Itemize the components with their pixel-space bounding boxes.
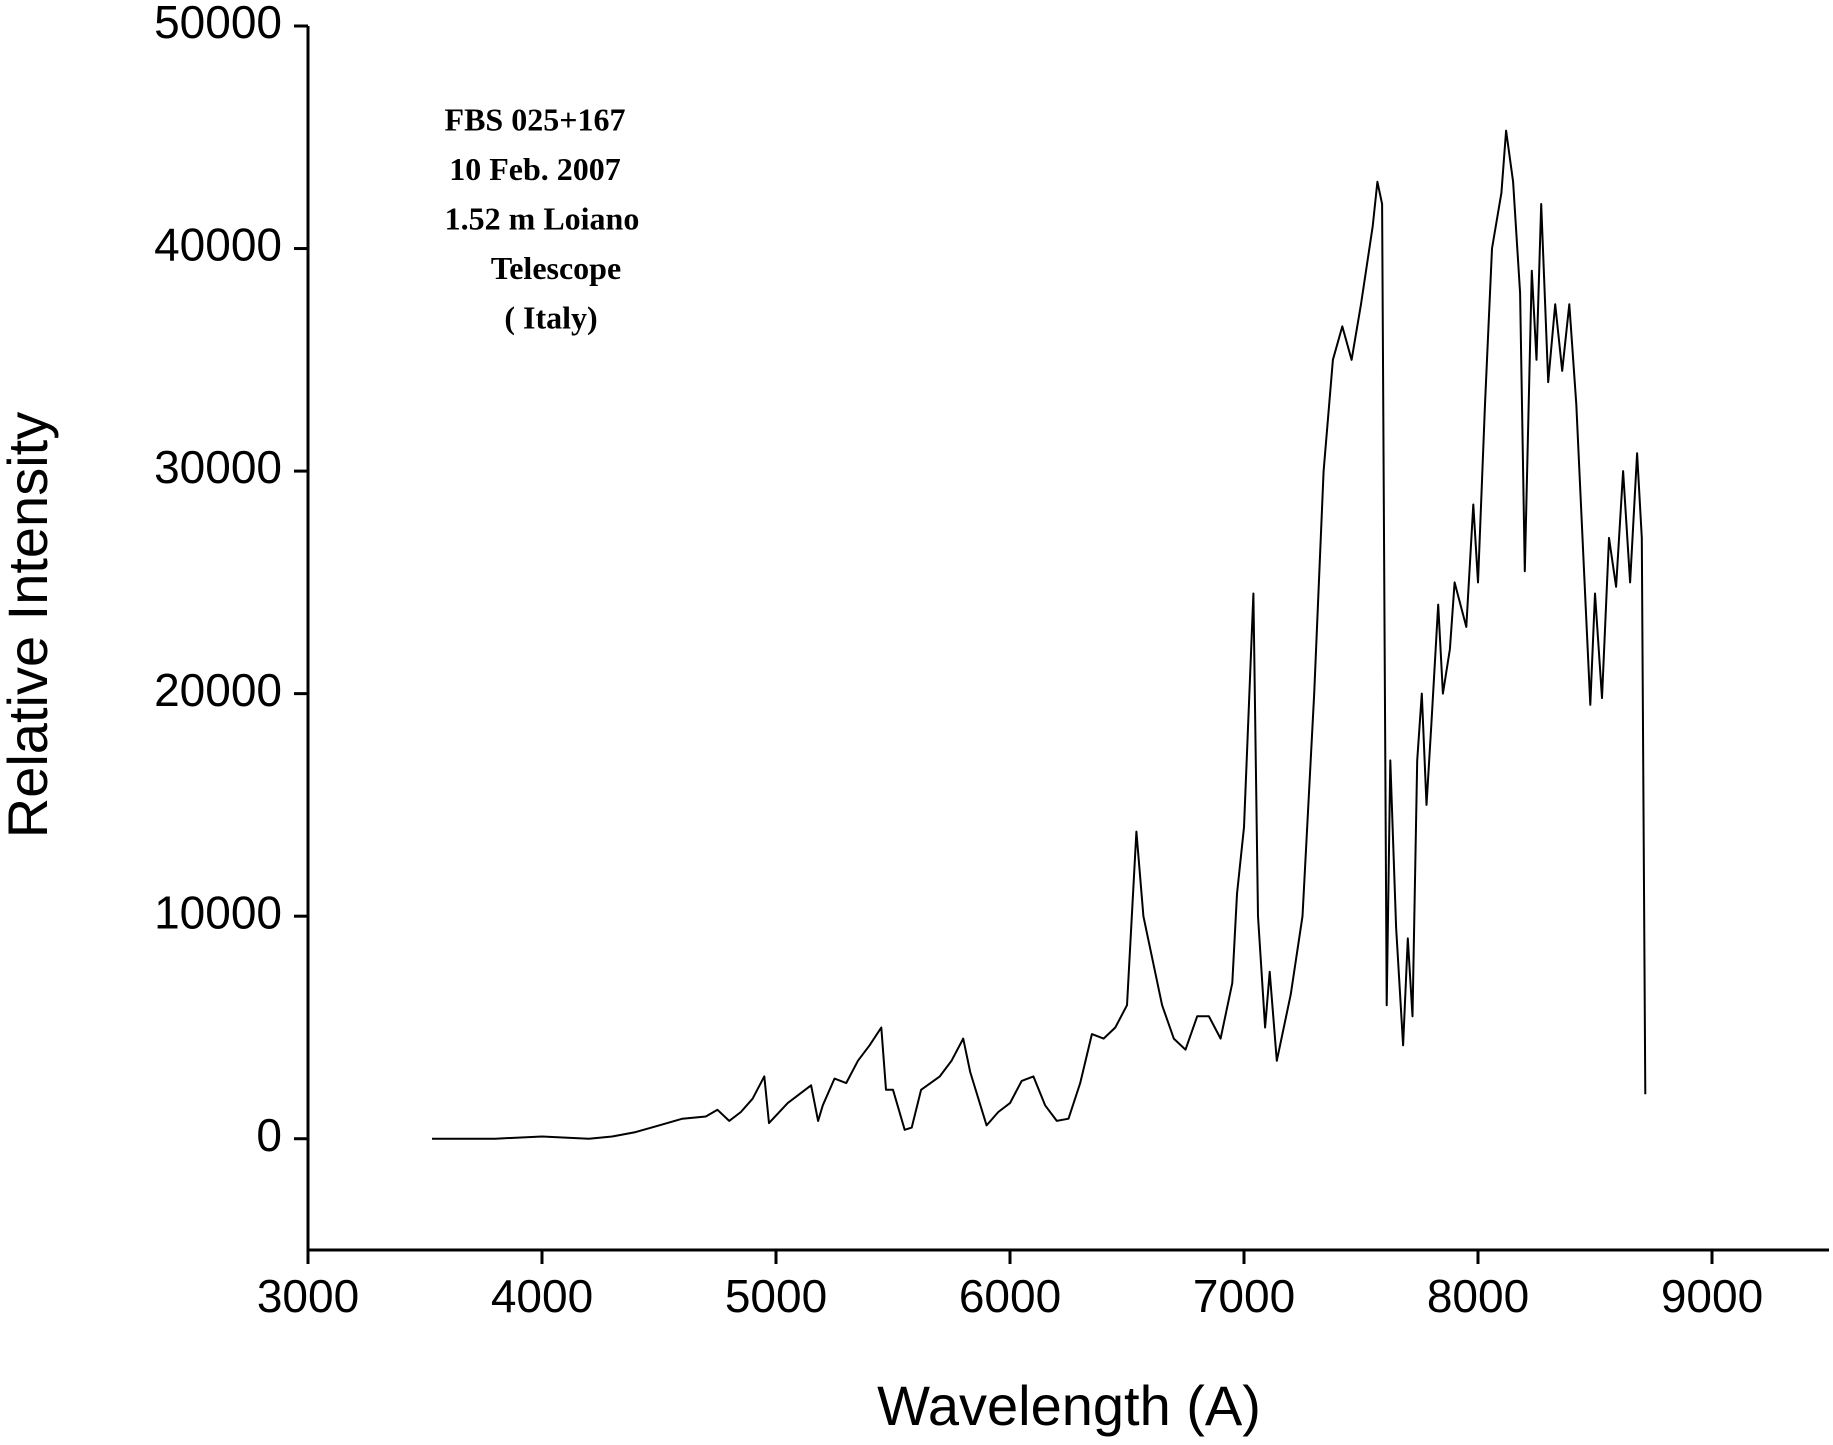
x-tick-label: 7000	[1193, 1270, 1295, 1322]
annotation: Telescope	[491, 250, 621, 286]
spectrum-line	[432, 129, 1647, 1140]
y-tick-label: 0	[256, 1109, 282, 1161]
x-tick-label: 3000	[257, 1270, 359, 1322]
x-tick-label: 5000	[725, 1270, 827, 1322]
x-tick-label: 6000	[959, 1270, 1061, 1322]
x-tick-label: 9000	[1661, 1270, 1763, 1322]
annotation: ( Italy)	[504, 299, 597, 335]
y-tick-label: 50000	[154, 0, 282, 48]
x-tick-label: 4000	[491, 1270, 593, 1322]
y-tick-label: 40000	[154, 219, 282, 271]
y-tick-label: 20000	[154, 664, 282, 716]
annotation: FBS 025+167	[445, 101, 626, 137]
annotation: 10 Feb. 2007	[449, 151, 621, 187]
annotation: 1.52 m Loiano	[445, 200, 640, 236]
y-tick-label: 10000	[154, 886, 282, 938]
x-tick-label: 8000	[1427, 1270, 1529, 1322]
x-axis-title: Wavelength (A)	[877, 1374, 1261, 1437]
y-axis-title: Relative Intensity	[0, 412, 59, 838]
y-tick-label: 30000	[154, 441, 282, 493]
